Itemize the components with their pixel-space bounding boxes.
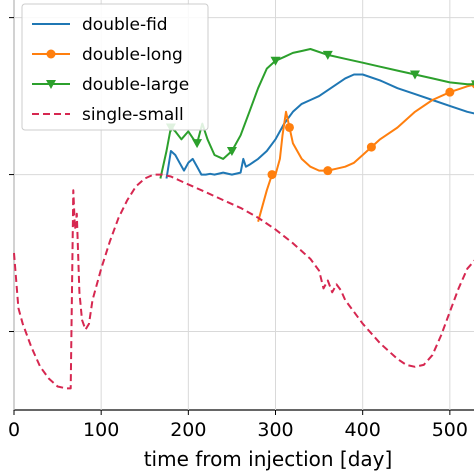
x-axis: 0 100 200 300 400 500 [8,410,468,441]
x-tick-label: 300 [257,419,293,441]
data-point [323,166,333,176]
data-point [226,147,237,157]
series-line-double-large [159,48,474,179]
data-point [322,50,333,60]
legend: double-fid double-long double-large single-… [21,3,209,131]
series-group [13,48,474,390]
legend-label: double-fid [82,15,168,35]
legend-item: single-small [32,105,184,125]
x-tick-label: 0 [8,419,20,441]
series-line-double-fid [165,73,474,179]
legend-marker [46,49,56,59]
x-tick-label: 400 [345,419,381,441]
series-double-long [257,80,474,222]
legend-label: double-large [82,75,189,95]
x-tick-label: 500 [432,419,468,441]
x-axis-label: time from injection [day] [144,447,393,471]
legend-item: double-fid [32,15,168,35]
data-point [270,56,281,66]
data-point [366,142,376,152]
series-line-single-small [13,173,474,390]
legend-marker [46,80,56,89]
legend-item: double-long [32,45,183,65]
x-tick-label: 200 [170,419,206,441]
legend-label: single-small [82,105,184,125]
legend-label: double-long [82,45,183,65]
data-point [267,170,277,180]
legend-box [21,3,209,131]
legend-item: double-large [32,75,189,95]
data-point [471,80,474,86]
series-single-small [13,173,474,390]
x-tick-label: 100 [83,419,119,441]
data-point [409,70,420,80]
data-point [445,87,455,97]
data-point [284,122,294,132]
data-point [192,139,203,149]
series-double-fid [165,73,474,179]
